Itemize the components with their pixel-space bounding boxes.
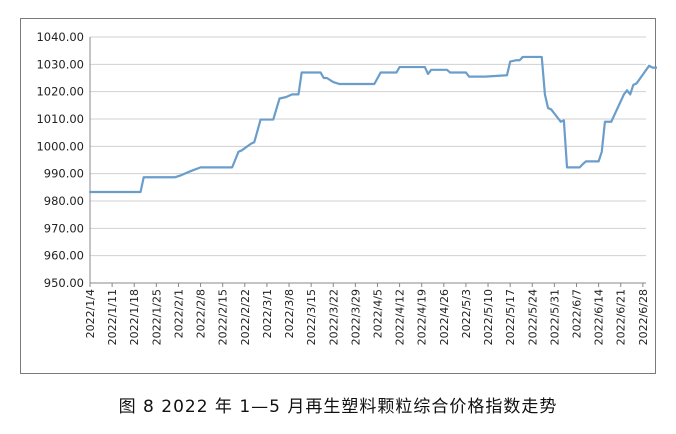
series-line-0 — [88, 55, 657, 194]
figure-caption: 图 8 2022 年 1—5 月再生塑料颗粒综合价格指数走势 — [118, 397, 558, 417]
x-tick-label: 2022/3/8 — [283, 289, 296, 338]
y-tick-label: 950.00 — [44, 276, 84, 290]
x-tick-label: 2022/3/15 — [305, 289, 318, 345]
x-tick-label: 2022/1/4 — [84, 289, 97, 338]
y-tick-label: 1030.00 — [36, 57, 84, 71]
x-tick-label: 2022/2/8 — [195, 289, 208, 338]
y-tick-label: 1040.00 — [36, 30, 84, 44]
x-tick-label: 2022/6/28 — [637, 289, 650, 345]
x-tick-label: 2022/2/22 — [239, 289, 252, 345]
x-tick-label: 2022/5/3 — [460, 289, 473, 338]
x-tick-label: 2022/4/12 — [394, 289, 407, 345]
x-tick-label: 2022/6/7 — [571, 289, 584, 338]
y-tick-label: 970.00 — [44, 221, 84, 235]
y-tick-label: 1020.00 — [36, 85, 84, 99]
y-tick-label: 1000.00 — [36, 139, 84, 153]
y-tick-label: 1010.00 — [36, 112, 84, 126]
y-tick-label: 990.00 — [44, 167, 84, 181]
x-tick-label: 2022/2/1 — [172, 289, 185, 338]
x-tick-label: 2022/5/10 — [482, 289, 495, 345]
x-tick-label: 2022/3/22 — [327, 289, 340, 345]
x-tick-label: 2022/3/1 — [261, 289, 274, 338]
x-tick-label: 2022/5/17 — [504, 289, 517, 345]
x-tick-label: 2022/5/24 — [526, 289, 539, 345]
x-tick-label: 2022/4/19 — [416, 289, 429, 345]
x-tick-label: 2022/3/29 — [349, 289, 362, 345]
x-tick-label: 2022/4/26 — [438, 289, 451, 345]
x-tick-label: 2022/1/11 — [106, 289, 119, 345]
x-tick-label: 2022/1/18 — [128, 289, 141, 345]
chart-frame: 950.00 960.00 970.00 980.00 990.00 1000.00 101… — [20, 18, 657, 374]
x-tick-label: 2022/4/5 — [371, 289, 384, 338]
x-tick-label: 2022/6/21 — [615, 289, 628, 345]
x-tick-label: 2022/5/31 — [548, 289, 561, 345]
x-tick-label: 2022/2/15 — [217, 289, 230, 345]
y-tick-label: 960.00 — [44, 249, 84, 263]
x-tick-label: 2022/6/14 — [593, 289, 606, 345]
y-tick-label: 980.00 — [44, 194, 84, 208]
line-chart: 950.00 960.00 970.00 980.00 990.00 1000.00 101… — [36, 30, 657, 345]
x-tick-label: 2022/1/25 — [150, 289, 163, 345]
